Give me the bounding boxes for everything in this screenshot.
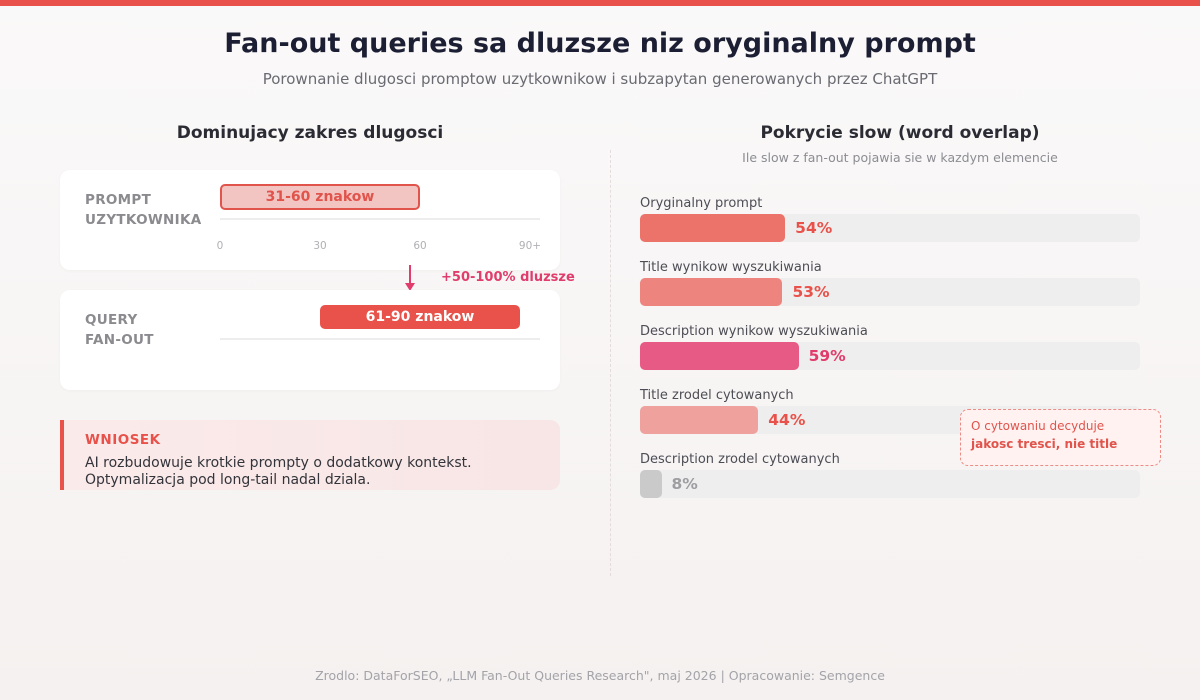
left-section-title: Dominujacy zakres dlugosci bbox=[176, 123, 444, 143]
bar-category-label: Description wynikow wyszukiwania bbox=[640, 324, 868, 339]
fanout-axis-line bbox=[220, 338, 540, 340]
source-footer: Zrodlo: DataForSEO, „LLM Fan-Out Queries… bbox=[315, 668, 885, 683]
right-section-title: Pokrycie slow (word overlap) bbox=[760, 123, 1040, 143]
right-section-subtitle: Ile slow z fan-out pojawia sie w kazdym … bbox=[742, 150, 1058, 165]
down-arrow-icon bbox=[403, 264, 417, 292]
axis-tick-label: 60 bbox=[413, 240, 427, 252]
axis-tick-label: 30 bbox=[313, 240, 327, 252]
prompt-axis-line bbox=[220, 218, 540, 220]
page-subtitle: Porownanie dlugosci promptow uzytkowniko… bbox=[262, 70, 938, 88]
bar-value-label: 59% bbox=[808, 347, 846, 365]
bar-fill bbox=[640, 406, 759, 434]
top-accent-bar bbox=[0, 0, 1200, 6]
bar-category-label: Title wynikow wyszukiwania bbox=[640, 260, 822, 275]
prompt-card: PROMPT UZYTKOWNIKA 0 30 60 90+ 31-60 znakow bbox=[60, 170, 560, 270]
bar-fill bbox=[640, 278, 783, 306]
bar-fill bbox=[640, 470, 662, 498]
section-divider bbox=[610, 150, 611, 576]
callout-text-1: O cytowaniu decyduje bbox=[971, 419, 1105, 433]
bar-category-label: Title zrodel cytowanych bbox=[640, 388, 794, 403]
citation-callout: O cytowaniu decyduje jakosc tresci, nie … bbox=[960, 409, 1161, 466]
length-increase-note: +50-100% dluzsze bbox=[441, 270, 575, 285]
bar-category-label: Description zrodel cytowanych bbox=[640, 452, 840, 467]
conclusion-line-2: Optymalizacja pod long-tail nadal dziala… bbox=[85, 472, 371, 488]
page-title: Fan-out queries sa dluzsze niz oryginaln… bbox=[224, 28, 976, 59]
fanout-card: QUERY FAN-OUT 61-90 znakow bbox=[60, 290, 560, 390]
bar-value-label: 44% bbox=[768, 411, 806, 429]
prompt-range-bar: 31-60 znakow bbox=[220, 184, 420, 210]
axis-tick-label: 0 bbox=[216, 240, 224, 252]
conclusion-heading: WNIOSEK bbox=[85, 432, 161, 448]
conclusion-box: WNIOSEK AI rozbudowuje krotkie prompty o… bbox=[60, 420, 560, 490]
bar-category-label: Oryginalny prompt bbox=[640, 196, 763, 211]
fanout-range-bar: 61-90 znakow bbox=[320, 305, 520, 329]
bar-track bbox=[640, 470, 1140, 498]
conclusion-line-1: AI rozbudowuje krotkie prompty o dodatko… bbox=[85, 455, 472, 471]
fanout-card-label: QUERY FAN-OUT bbox=[85, 312, 154, 348]
bar-fill bbox=[640, 214, 786, 242]
prompt-card-label: PROMPT UZYTKOWNIKA bbox=[85, 192, 202, 228]
bar-fill bbox=[640, 342, 799, 370]
callout-text-2: jakosc tresci, nie title bbox=[971, 437, 1118, 451]
axis-tick-label: 90+ bbox=[518, 240, 542, 252]
bar-value-label: 8% bbox=[671, 475, 698, 493]
bar-value-label: 53% bbox=[792, 283, 830, 301]
bar-value-label: 54% bbox=[795, 219, 833, 237]
